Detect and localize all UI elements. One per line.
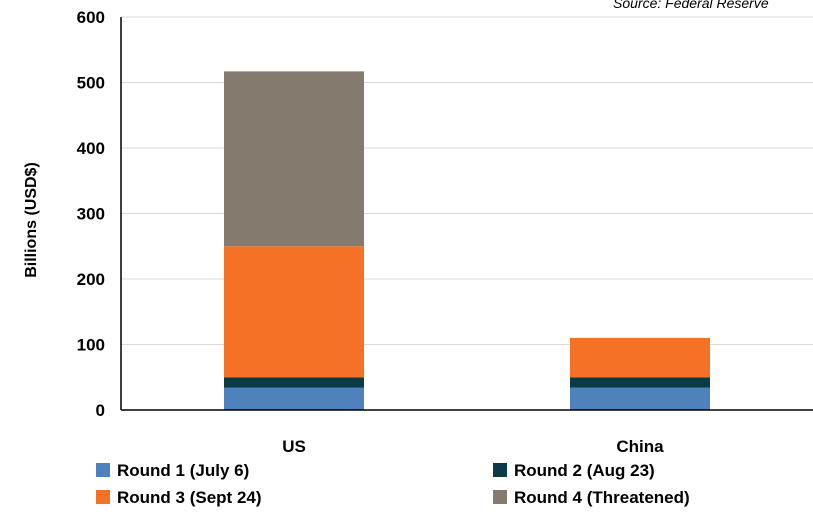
y-tick-label: 0 bbox=[96, 401, 105, 420]
bar-segment bbox=[570, 387, 710, 410]
y-tick-label: 400 bbox=[77, 139, 105, 158]
bars bbox=[224, 71, 710, 410]
y-tick-label: 300 bbox=[77, 205, 105, 224]
bar-segment bbox=[224, 246, 364, 378]
y-tick-label: 500 bbox=[77, 74, 105, 93]
legend: Round 1 (July 6) Round 2 (Aug 23) Round 3 … bbox=[96, 461, 690, 507]
y-tick-label: 100 bbox=[77, 336, 105, 355]
bar-segment bbox=[570, 377, 710, 388]
y-tick-label: 200 bbox=[77, 270, 105, 289]
y-axis-label: Billions (USD$) bbox=[23, 162, 40, 278]
bar-segment bbox=[570, 337, 710, 378]
y-tick-labels: 0 100 200 300 400 500 600 bbox=[77, 8, 105, 420]
legend-swatch bbox=[96, 463, 110, 477]
legend-swatch bbox=[96, 490, 110, 504]
x-category-label: US bbox=[282, 437, 306, 456]
x-category-label: China bbox=[616, 437, 664, 456]
y-tick-label: 600 bbox=[77, 8, 105, 27]
bar-segment bbox=[224, 387, 364, 410]
legend-label: Round 3 (Sept 24) bbox=[117, 488, 262, 507]
x-category-labels: US China bbox=[282, 437, 664, 456]
legend-swatch bbox=[493, 490, 507, 504]
bar-segment bbox=[224, 377, 364, 388]
bar-segment bbox=[224, 71, 364, 247]
legend-label: Round 4 (Threatened) bbox=[514, 488, 690, 507]
legend-label: Round 1 (July 6) bbox=[117, 461, 249, 480]
source-note: Source: Federal Reserve bbox=[613, 0, 769, 11]
axes bbox=[120, 17, 813, 411]
legend-swatch bbox=[493, 463, 507, 477]
legend-label: Round 2 (Aug 23) bbox=[514, 461, 655, 480]
